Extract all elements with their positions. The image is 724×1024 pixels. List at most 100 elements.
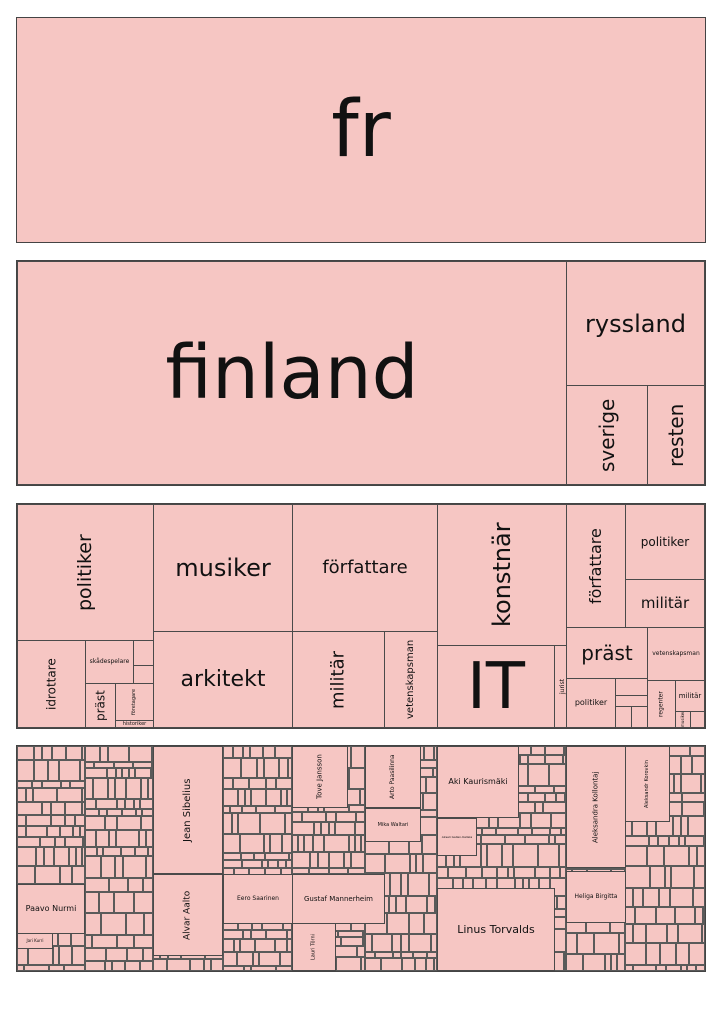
tiny-cell [338, 931, 363, 937]
tiny-cell [85, 778, 93, 799]
tiny-cell [286, 860, 292, 868]
tiny-cell [415, 958, 426, 971]
tiny-cell [233, 778, 249, 789]
tiny-cell [148, 778, 153, 799]
tiny-cell [17, 965, 24, 971]
tiny-cell [389, 896, 396, 913]
tiny-cell [560, 867, 566, 878]
tiny-cell [223, 813, 232, 834]
tiny-cell [550, 828, 561, 835]
tiny-cell [696, 965, 705, 971]
treemap-level-2: finland ryssland sverige resten [16, 260, 706, 486]
tiny-cell [251, 966, 276, 971]
tiny-cell [17, 746, 34, 760]
tiny-cell [487, 844, 502, 867]
tiny-cell [448, 867, 466, 878]
tiny-cell [413, 952, 427, 958]
tiny-cell [148, 847, 153, 856]
cell-label: författare [586, 528, 605, 604]
cell-aalto: Alvar Aalto [153, 874, 223, 956]
tiny-cell [141, 816, 153, 830]
cell-label: militär [327, 650, 349, 709]
tiny-cell [406, 896, 427, 913]
cell-label: militär [678, 691, 702, 700]
tiny-cell [563, 755, 566, 764]
tiny-cell [518, 828, 532, 835]
tiny-cell [114, 762, 133, 768]
tiny-cell [237, 952, 253, 966]
tiny-cell [146, 830, 153, 847]
tiny-cell [85, 816, 105, 830]
tiny-cell [675, 907, 695, 924]
cell-label: historiker [122, 720, 147, 727]
tiny-cell [619, 933, 625, 954]
tiny-cell [549, 764, 566, 786]
tiny-cell [647, 846, 664, 866]
cell-akseli: Akseli Gallen-Kallela [437, 818, 477, 856]
cell-label: Alvar Aalto [182, 890, 193, 940]
tiny-cell [416, 854, 423, 873]
tiny-cell [695, 907, 703, 924]
tiny-cell [80, 826, 85, 837]
tiny-cell [262, 923, 283, 930]
tiny-cell [481, 835, 505, 844]
cell-label: skådespelare [89, 658, 130, 665]
tiny-cell [329, 868, 348, 874]
cell-mannerheim: Gustaf Mannerheim [292, 874, 385, 924]
tiny-cell [505, 835, 525, 844]
tiny-cell [538, 844, 559, 867]
cell-label: vetenskapsman [405, 639, 416, 720]
tiny-cell [85, 799, 96, 809]
cell-se-small-1 [615, 678, 648, 696]
tiny-cell [264, 758, 279, 778]
cell-label: konstnär [488, 522, 516, 628]
tiny-cell [108, 746, 129, 762]
cell-nurmi: Paavo Nurmi [17, 884, 85, 934]
tiny-cell [466, 867, 482, 878]
tiny-cell [280, 952, 292, 966]
tiny-cell [276, 778, 292, 789]
tiny-cell [437, 867, 448, 878]
tiny-cell [275, 806, 292, 813]
tiny-cell [107, 768, 116, 778]
tiny-cell [313, 835, 324, 852]
tiny-cell [557, 896, 566, 909]
treemap-level-1: fr [16, 17, 706, 243]
tiny-cell [103, 847, 121, 856]
tiny-cell [223, 789, 238, 806]
tiny-cell [559, 844, 566, 867]
tiny-cell [33, 788, 57, 802]
tiny-cell [80, 760, 85, 781]
tiny-cell [318, 852, 329, 868]
tiny-cell [625, 907, 635, 924]
tiny-cell [85, 809, 99, 816]
tiny-cell [390, 873, 401, 896]
cell-label: militär [640, 594, 690, 612]
cell-skadespelare: skådespelare [85, 640, 134, 684]
tiny-cell [82, 847, 85, 866]
tiny-cell [24, 965, 49, 971]
cell-finland: finland [17, 261, 567, 485]
tiny-cell [112, 961, 125, 971]
tiny-cell [693, 888, 705, 907]
tiny-cell [266, 930, 287, 939]
cell-label: Linus Torvalds [457, 923, 535, 936]
tiny-cell [96, 830, 109, 847]
tiny-cell [646, 924, 667, 943]
tiny-cell [107, 809, 122, 816]
tiny-cell [625, 888, 633, 907]
tiny-cell [72, 946, 85, 965]
tiny-cell [65, 802, 82, 815]
tiny-cell [314, 822, 321, 835]
cell-label: regenter [657, 691, 665, 717]
tiny-cell [365, 934, 372, 952]
tiny-cell [426, 777, 437, 793]
cell-label: företagare [131, 688, 137, 716]
tiny-cell [134, 935, 153, 948]
tiny-cell [60, 826, 73, 837]
tiny-cell [349, 805, 365, 812]
tiny-cell [140, 961, 153, 971]
tiny-cell [93, 778, 108, 799]
tiny-cell [125, 961, 140, 971]
tiny-cell [482, 828, 496, 835]
